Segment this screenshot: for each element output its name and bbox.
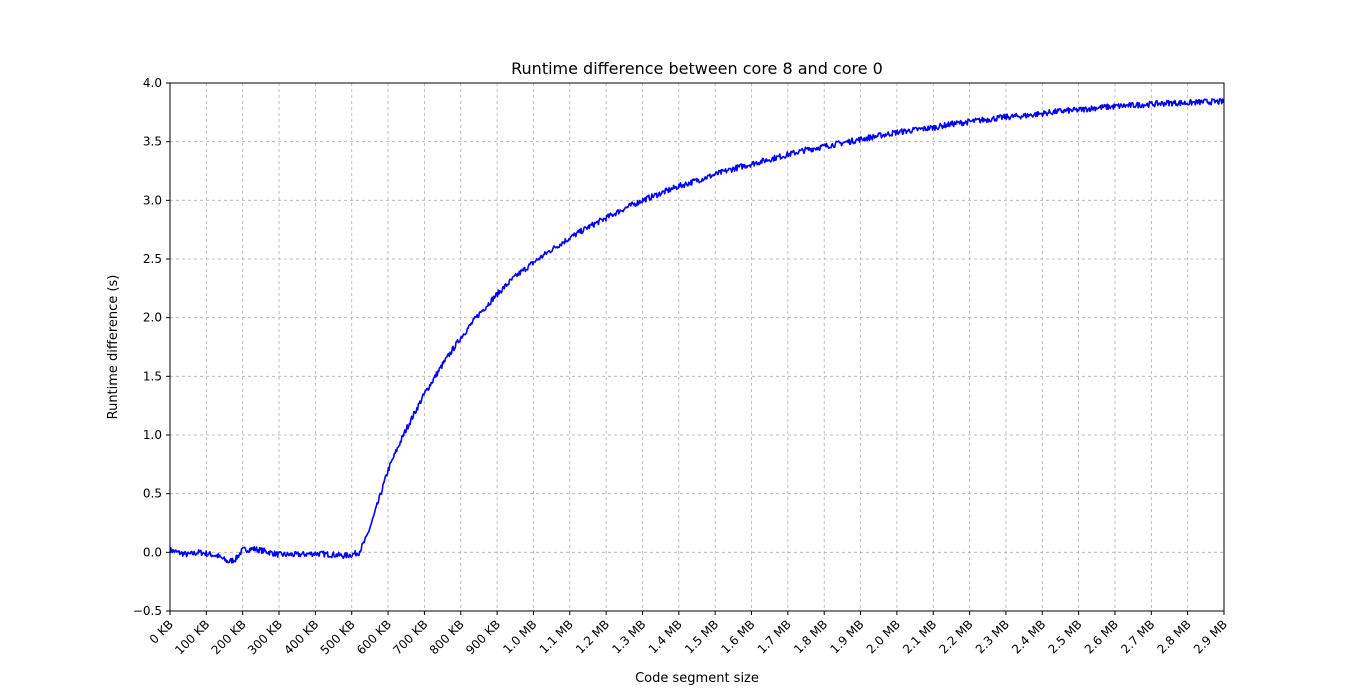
x-tick-label: 2.3 MB bbox=[973, 617, 1012, 656]
plot-frame bbox=[170, 83, 1224, 611]
x-tick-label: 1.8 MB bbox=[791, 617, 830, 656]
y-axis-label: Runtime difference (s) bbox=[106, 275, 121, 420]
y-tick-label: 0.5 bbox=[143, 487, 162, 501]
x-tick-label: 1.0 MB bbox=[500, 617, 539, 656]
y-tick-label: 1.5 bbox=[143, 369, 162, 383]
x-tick-label: 400 KB bbox=[281, 617, 321, 657]
x-tick-label: 600 KB bbox=[354, 617, 394, 657]
y-tick-label: 3.5 bbox=[143, 135, 162, 149]
x-tick-label: 2.6 MB bbox=[1082, 617, 1121, 656]
x-tick-label: 800 KB bbox=[427, 617, 467, 657]
series-line bbox=[170, 99, 1224, 563]
y-tick-label: 3.0 bbox=[143, 193, 162, 207]
x-tick-label: 1.4 MB bbox=[646, 617, 685, 656]
x-tick-label: 900 KB bbox=[463, 617, 503, 657]
y-tick-label: 2.0 bbox=[143, 311, 162, 325]
x-tick-label: 200 KB bbox=[209, 617, 249, 657]
x-tick-label: 2.2 MB bbox=[936, 617, 975, 656]
y-tick-label: 0.0 bbox=[143, 545, 162, 559]
x-tick-label: 2.5 MB bbox=[1046, 617, 1085, 656]
y-axis: −0.5 0.0 0.5 1.0 1.5 2.0 2.5 3.0 3.5 4.0 bbox=[133, 76, 170, 618]
x-tick-label: 2.4 MB bbox=[1009, 617, 1048, 656]
x-tick-label: 1.3 MB bbox=[609, 617, 648, 656]
x-tick-label: 2.8 MB bbox=[1155, 617, 1194, 656]
x-tick-label: 1.7 MB bbox=[755, 617, 794, 656]
x-tick-label: 700 KB bbox=[390, 617, 430, 657]
x-tick-label: 2.7 MB bbox=[1118, 617, 1157, 656]
x-tick-label: 1.2 MB bbox=[573, 617, 612, 656]
y-tick-label: 1.0 bbox=[143, 428, 162, 442]
y-tick-label: 2.5 bbox=[143, 252, 162, 266]
x-tick-label: 0 KB bbox=[147, 617, 176, 646]
x-tick-label: 500 KB bbox=[318, 617, 358, 657]
series-layer bbox=[170, 99, 1224, 563]
grid-lines bbox=[170, 83, 1224, 611]
y-tick-label: 4.0 bbox=[143, 76, 162, 90]
x-axis-label: Code segment size bbox=[635, 671, 759, 686]
x-tick-label: 2.1 MB bbox=[900, 617, 939, 656]
x-tick-label: 1.6 MB bbox=[718, 617, 757, 656]
x-tick-label: 1.9 MB bbox=[827, 617, 866, 656]
y-tick-label: −0.5 bbox=[133, 604, 162, 618]
x-tick-label: 2.9 MB bbox=[1191, 617, 1230, 656]
x-tick-label: 1.5 MB bbox=[682, 617, 721, 656]
x-tick-label: 2.0 MB bbox=[864, 617, 903, 656]
x-tick-label: 300 KB bbox=[245, 617, 285, 657]
x-tick-label: 100 KB bbox=[172, 617, 212, 657]
chart-title: Runtime difference between core 8 and co… bbox=[511, 59, 883, 78]
x-tick-label: 1.1 MB bbox=[537, 617, 576, 656]
